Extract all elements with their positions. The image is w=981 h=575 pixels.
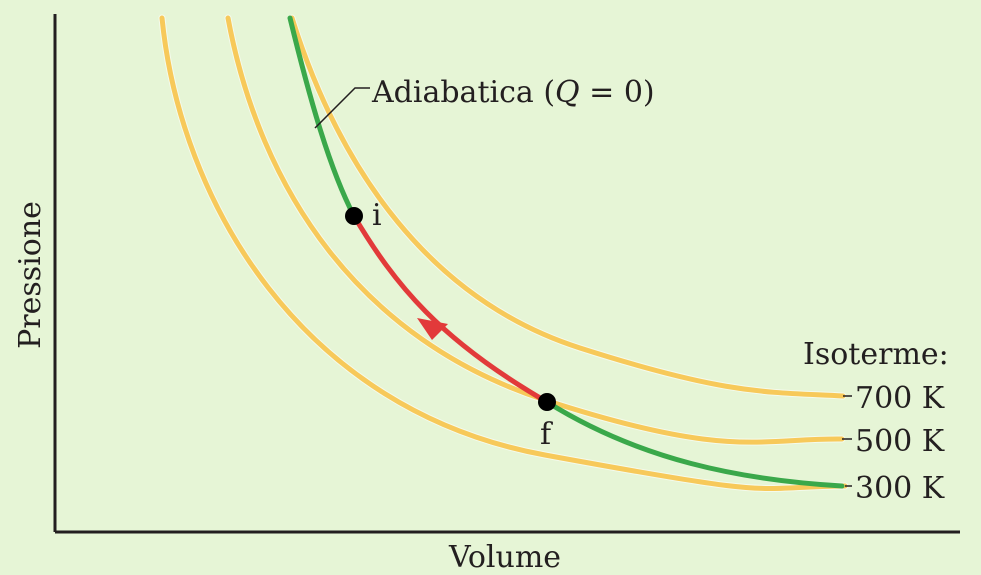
- isotherm-label-300k: 300 K: [855, 471, 945, 506]
- process-direction-arrow: [417, 318, 448, 340]
- isotherm-700k-curve: [289, 15, 846, 399]
- initial-state-label: i: [372, 198, 382, 233]
- isotherm-label-500k: 500 K: [855, 424, 945, 459]
- adiabatic-process-curve: [351, 213, 550, 405]
- y-axis-label: Pressione: [13, 201, 48, 349]
- x-axis-label: Volume: [448, 540, 561, 575]
- adiabatic-label: Adiabatica (Q = 0): [371, 75, 655, 110]
- isotherm-300k-curve: [159, 15, 848, 491]
- isotherm-label-700k: 700 K: [855, 381, 945, 416]
- adiabat-curve-lower: [544, 399, 845, 489]
- adiabat-curve-upper: [287, 15, 357, 219]
- final-state-point: [538, 393, 556, 411]
- adiabatic-leader-line: [314, 87, 370, 129]
- isotherm-500k-curve: [225, 15, 845, 445]
- isotherms-title: Isoterme:: [803, 337, 949, 372]
- final-state-label: f: [540, 417, 553, 452]
- initial-state-point: [345, 207, 363, 225]
